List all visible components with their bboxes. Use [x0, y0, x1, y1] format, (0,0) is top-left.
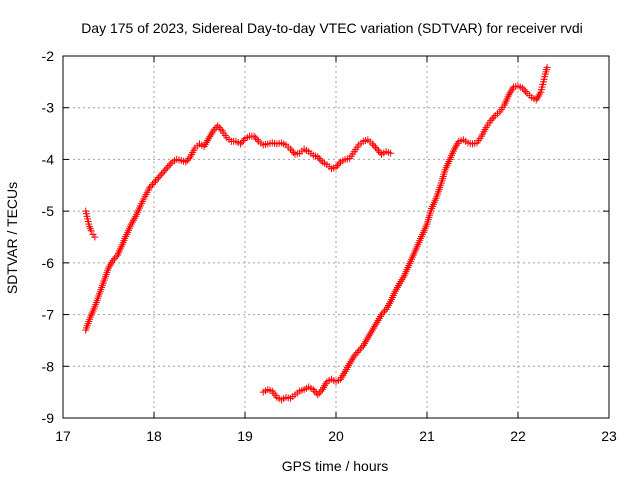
data-point — [161, 167, 169, 175]
data-point — [153, 175, 161, 183]
data-point — [159, 168, 167, 176]
data-point — [381, 307, 389, 315]
data-point — [352, 350, 360, 358]
data-point — [378, 311, 385, 319]
y-tick-label: -7 — [42, 307, 55, 323]
data-point — [217, 125, 225, 133]
chart-title: Day 175 of 2023, Sidereal Day-to-day VTE… — [81, 20, 583, 36]
data-point — [290, 149, 298, 157]
data-point — [252, 134, 260, 142]
data-point — [211, 125, 219, 133]
data-point — [315, 155, 323, 163]
x-tick-label: 21 — [419, 428, 435, 444]
x-axis-label: GPS time / hours — [282, 458, 389, 474]
data-point — [158, 170, 166, 178]
data-point — [111, 255, 119, 263]
data-point — [155, 174, 163, 182]
data-point — [315, 389, 323, 397]
data-point — [109, 256, 117, 264]
y-tick-label: -4 — [42, 151, 55, 167]
x-tick-label: 22 — [510, 428, 526, 444]
data-point — [238, 138, 246, 146]
x-tick-label: 23 — [601, 428, 617, 444]
data-point — [182, 158, 190, 166]
data-point — [335, 160, 343, 168]
y-tick-label: -3 — [42, 100, 55, 116]
data-point — [522, 88, 530, 96]
data-point — [317, 156, 325, 164]
data-point — [147, 182, 155, 190]
data-point — [87, 227, 95, 235]
data-point — [487, 117, 495, 125]
data-point — [358, 343, 366, 351]
data-point — [317, 387, 325, 395]
data-point — [356, 345, 364, 353]
data-point — [379, 309, 387, 317]
data-point — [164, 163, 172, 171]
data-point — [374, 147, 382, 155]
data-point — [370, 142, 378, 150]
data-point — [373, 145, 381, 153]
data-point — [162, 165, 170, 173]
data-point — [250, 132, 258, 140]
grid-layer — [63, 56, 609, 418]
data-point — [91, 233, 99, 241]
y-axis-label: SDTVAR / TECUs — [4, 182, 20, 294]
data-point — [236, 140, 244, 148]
data-point — [311, 387, 319, 395]
data-point — [167, 160, 175, 168]
y-tick-label: -9 — [42, 410, 55, 426]
data-point — [156, 172, 164, 180]
data-point — [334, 161, 342, 169]
data-point — [353, 348, 361, 356]
data-point — [314, 391, 322, 399]
data-point — [209, 127, 217, 135]
series-arc-3 — [259, 63, 551, 404]
data-point — [215, 124, 223, 132]
data-point — [288, 147, 296, 155]
data-point — [165, 161, 173, 169]
data-point — [148, 180, 156, 188]
data-point — [368, 140, 376, 148]
data-point — [332, 163, 340, 171]
x-tick-label: 18 — [146, 428, 162, 444]
data-point — [152, 177, 160, 185]
y-tick-label: -8 — [42, 358, 55, 374]
data-point — [490, 113, 498, 121]
series-arc-1-short — [82, 207, 99, 241]
data-point — [145, 184, 153, 192]
data-point — [185, 155, 193, 163]
data-point — [183, 156, 191, 164]
y-tick-label: -5 — [42, 203, 55, 219]
data-point — [371, 143, 379, 151]
data-point — [520, 86, 528, 94]
data-point — [519, 84, 527, 92]
data-point — [214, 122, 222, 130]
data-point — [355, 347, 363, 355]
data-point — [350, 352, 358, 360]
data-point — [253, 136, 261, 144]
y-tick-label: -6 — [42, 255, 55, 271]
data-point — [387, 149, 395, 157]
data-point — [309, 386, 317, 394]
data-point — [314, 153, 322, 161]
axes-layer: 17 18 19 20 21 22 23 -9 -8 -7 -6 -5 -4 -3 -2 — [42, 48, 617, 444]
data-point — [488, 115, 496, 123]
x-tick-label: 17 — [55, 428, 71, 444]
series-arc-2 — [82, 122, 395, 334]
data-point — [150, 179, 158, 187]
data-point — [239, 136, 247, 144]
data-point — [287, 145, 294, 153]
x-tick-label: 19 — [237, 428, 253, 444]
data-point — [112, 253, 120, 261]
x-tick-label: 20 — [328, 428, 344, 444]
data-point — [543, 63, 551, 71]
y-tick-label: -2 — [42, 48, 55, 64]
data-points-layer — [82, 63, 551, 404]
